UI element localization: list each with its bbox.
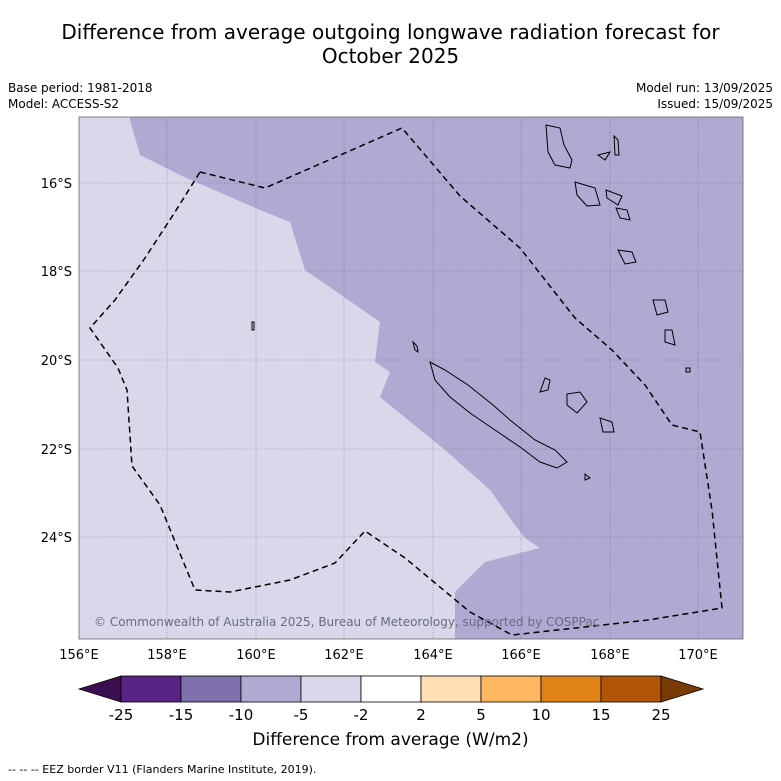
title-line-2: October 2025 (321, 44, 460, 68)
colorbar-cell (300, 675, 362, 703)
lat-tick: 16°S (41, 177, 72, 192)
chesterfield-coast (251, 321, 419, 354)
model-run: Model run: 13/09/2025 (635, 81, 773, 95)
colorbar-max-arrow (660, 675, 705, 703)
title-line-1: Difference from average outgoing longwav… (61, 20, 720, 44)
colorbar-cell (180, 675, 242, 703)
colorbar-cell (360, 675, 422, 703)
lon-tick: 164°E (413, 648, 453, 663)
map-frame (78, 116, 744, 640)
colorbar-label: -2 (353, 706, 369, 724)
base-period: Base period: 1981-2018 (8, 81, 153, 95)
colorbar-cell (540, 675, 602, 703)
lon-tick: 156°E (59, 648, 99, 663)
colorbar (77, 675, 705, 703)
colorbar-label: 25 (651, 706, 671, 724)
colorbar-cell (420, 675, 482, 703)
coastlines (251, 124, 691, 481)
colorbar-label: -5 (293, 706, 309, 724)
chart-title: Difference from average outgoing longwav… (0, 20, 781, 68)
lon-tick: 162°E (324, 648, 364, 663)
colorbar-label: 2 (416, 706, 426, 724)
colorbar-label: 15 (591, 706, 611, 724)
issued-date: Issued: 15/09/2025 (657, 97, 773, 111)
colorbar-label: 10 (531, 706, 551, 724)
colorbar-title: Difference from average (W/m2) (252, 730, 529, 750)
lon-tick: 166°E (501, 648, 541, 663)
lat-tick: 18°S (41, 265, 72, 280)
new-caledonia-coast (429, 361, 568, 469)
colorbar-cell (240, 675, 302, 703)
colorbar-label: -15 (168, 706, 194, 724)
lat-tick: 22°S (41, 443, 72, 458)
loyalty-islands-coast (539, 377, 615, 481)
lon-tick-labels: 156°E 158°E 160°E 162°E 164°E 166°E 168°… (59, 648, 718, 663)
eez-border (89, 127, 723, 636)
lat-tick: 24°S (41, 531, 72, 546)
gridlines (79, 117, 743, 639)
lat-tick: 20°S (41, 354, 72, 369)
colorbar-label: -25 (108, 706, 134, 724)
lon-tick: 168°E (590, 648, 630, 663)
vanuatu-coast (545, 124, 691, 373)
eez-footnote: -- -- -- EEZ border V11 (Flanders Marine… (8, 763, 317, 776)
lon-tick: 160°E (236, 648, 276, 663)
colorbar-cell (480, 675, 542, 703)
meta-left: Base period: 1981-2018 Model: ACCESS-S2 (8, 80, 153, 112)
colorbar-cell (120, 675, 182, 703)
colorbar-cell (600, 675, 662, 703)
field-mid-region (130, 117, 743, 639)
meta-right: Model run: 13/09/2025 Issued: 15/09/2025 (636, 80, 773, 112)
colorbar-min-arrow (77, 675, 122, 703)
lon-tick: 158°E (147, 648, 187, 663)
lon-tick: 170°E (678, 648, 718, 663)
colorbar-label: 5 (476, 706, 486, 724)
model-name: Model: ACCESS-S2 (8, 97, 120, 111)
copyright-text: © Commonwealth of Australia 2025, Bureau… (94, 615, 599, 629)
lat-tick-labels: 16°S 18°S 20°S 22°S 24°S (41, 177, 72, 546)
colorbar-label: -10 (228, 706, 254, 724)
